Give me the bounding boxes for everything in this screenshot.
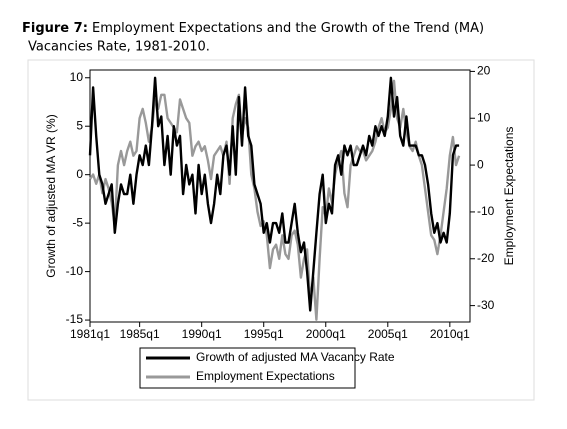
y-tick-label: 5 (76, 118, 83, 132)
y-tick-label: 0 (76, 167, 83, 181)
y-tick-label: -15 (66, 312, 84, 326)
y2-tick-label: -30 (477, 298, 495, 312)
x-tick-label: 1990q1 (182, 327, 222, 341)
x-tick-label: 2000q1 (306, 327, 346, 341)
title-line-1: Figure 7: Employment Expectations and th… (22, 21, 484, 36)
x-tick-label: 1995q1 (244, 327, 284, 341)
y2-tick-label: 20 (477, 64, 491, 78)
figure-label: Figure 7: (22, 21, 88, 36)
y2-tick-label: 10 (477, 110, 491, 124)
y2-tick-label: -20 (477, 251, 495, 265)
legend-box (139, 347, 356, 389)
legend-label: Employment Expectations (196, 369, 335, 383)
y-tick-label: 10 (70, 70, 84, 84)
x-tick-label: 1981q1 (70, 327, 110, 341)
y-axis-label: Growth of adjusted MA VR (%) (44, 114, 58, 277)
title-text: Employment Expectations and the Growth o… (92, 21, 484, 36)
x-tick-label: 1985q1 (120, 327, 160, 341)
x-tick-label: 2005q1 (368, 327, 408, 341)
x-tick-label: 2010q1 (430, 327, 470, 341)
plot-frame (89, 69, 471, 323)
series-line (88, 76, 460, 312)
legend-label: Growth of adjusted MA Vacancy Rate (196, 350, 395, 364)
y2-axis-label: Employment Expectations (502, 127, 516, 266)
title-line-2: Vacancies Rate, 1981-2010. (28, 40, 210, 55)
y-tick-label: -10 (66, 264, 84, 278)
y2-tick-label: 0 (477, 157, 484, 171)
y2-tick-label: -10 (477, 204, 495, 218)
y-tick-label: -5 (72, 215, 83, 229)
